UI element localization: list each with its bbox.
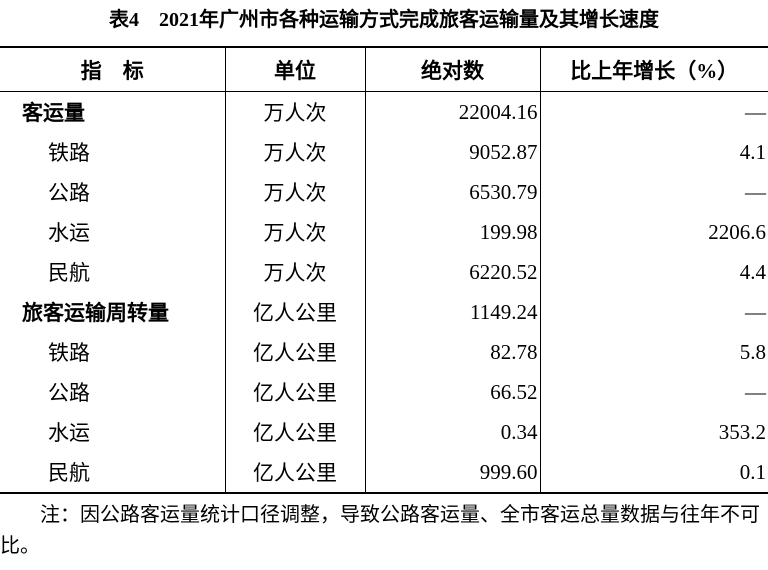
table-cell: 0.1 <box>539 452 768 493</box>
table-cell: — <box>539 172 768 212</box>
header-row: 指 标单位 绝对数 比上年增长（%） <box>0 47 768 92</box>
row-label: 公路 <box>48 181 90 205</box>
table-row: 公路 万人次 6530.79— <box>0 172 768 212</box>
table-cell: 2206.6 <box>539 212 768 252</box>
table-cell: 66.52 <box>364 372 540 412</box>
table-row: 民航 万人次 6220.52 4.4 <box>0 252 768 292</box>
table-cell: 亿人公里 <box>224 292 365 332</box>
footnote: 注：因公路客运量统计口径调整，导致公路客运量、全市客运总量数据与往年不可比。 <box>0 504 760 557</box>
table-cell: 999.60 <box>364 452 540 493</box>
table-cell: 亿人公里 <box>224 412 365 452</box>
table-cell: — <box>539 292 768 332</box>
table-cell: 9052.87 <box>364 132 540 172</box>
row-label: 民航 <box>48 261 90 285</box>
row-label: 铁路 <box>48 141 90 165</box>
table-cell: 82.78 <box>364 332 540 372</box>
row-label: 铁路 <box>48 341 90 365</box>
table-cell: 22004.16 <box>364 91 540 132</box>
row-label: 公路 <box>48 381 90 405</box>
table-cell: 199.98 <box>364 212 540 252</box>
table-row: 铁路 亿人公里 82.78 5.8 <box>0 332 768 372</box>
row-label: 旅客运输周转量 <box>22 301 169 325</box>
row-label: 水运 <box>48 221 90 245</box>
table-cell: 万人次 <box>224 172 365 212</box>
table-row: 客运量 万人次 22004.16— <box>0 91 768 132</box>
row-label: 水运 <box>48 421 90 445</box>
row-label: 客运量 <box>22 101 85 125</box>
table-row: 水运 万人次 199.98 2206.6 <box>0 212 768 252</box>
data-table: 指 标单位 绝对数 比上年增长（%） 客运量 万人次 22004.16— 铁路 万人次 905… <box>0 46 768 494</box>
table-cell: 亿人公里 <box>224 452 365 493</box>
table-cell: 亿人公里 <box>224 332 365 372</box>
table-cell: 万人次 <box>224 252 365 292</box>
table-cell: 万人次 <box>224 212 365 252</box>
table-cell: — <box>539 91 768 132</box>
header-cell: 指 标 <box>0 47 225 92</box>
table-row: 公路 亿人公里 66.52— <box>0 372 768 412</box>
table-cell: 6220.52 <box>364 252 540 292</box>
table-cell: 5.8 <box>539 332 768 372</box>
table-cell: 亿人公里 <box>224 372 365 412</box>
table-cell: 4.4 <box>539 252 768 292</box>
header-cell: 绝对数 <box>364 47 540 92</box>
table-title: 表4 2021年广州市各种运输方式完成旅客运输量及其增长速度 <box>109 9 659 31</box>
table-cell: 1149.24 <box>364 292 540 332</box>
table-cell: 4.1 <box>539 132 768 172</box>
table-row: 铁路 万人次 9052.87 4.1 <box>0 132 768 172</box>
header-cell: 比上年增长（%） <box>539 47 768 92</box>
row-label: 民航 <box>48 461 90 485</box>
table-row: 水运 亿人公里 0.34 353.2 <box>0 412 768 452</box>
table-row: 旅客运输周转量 亿人公里 1149.24— <box>0 292 768 332</box>
table-cell: 353.2 <box>539 412 768 452</box>
table-cell: 0.34 <box>364 412 540 452</box>
table-cell: 万人次 <box>224 91 365 132</box>
table-body: 客运量 万人次 22004.16— 铁路 万人次 9052.87 4.1 公路 万人次 6530.… <box>0 91 768 493</box>
table-cell: 万人次 <box>224 132 365 172</box>
table-row: 民航 亿人公里 999.60 0.1 <box>0 452 768 493</box>
table-cell: 6530.79 <box>364 172 540 212</box>
table-cell: — <box>539 372 768 412</box>
header-cell: 单位 <box>224 47 365 92</box>
